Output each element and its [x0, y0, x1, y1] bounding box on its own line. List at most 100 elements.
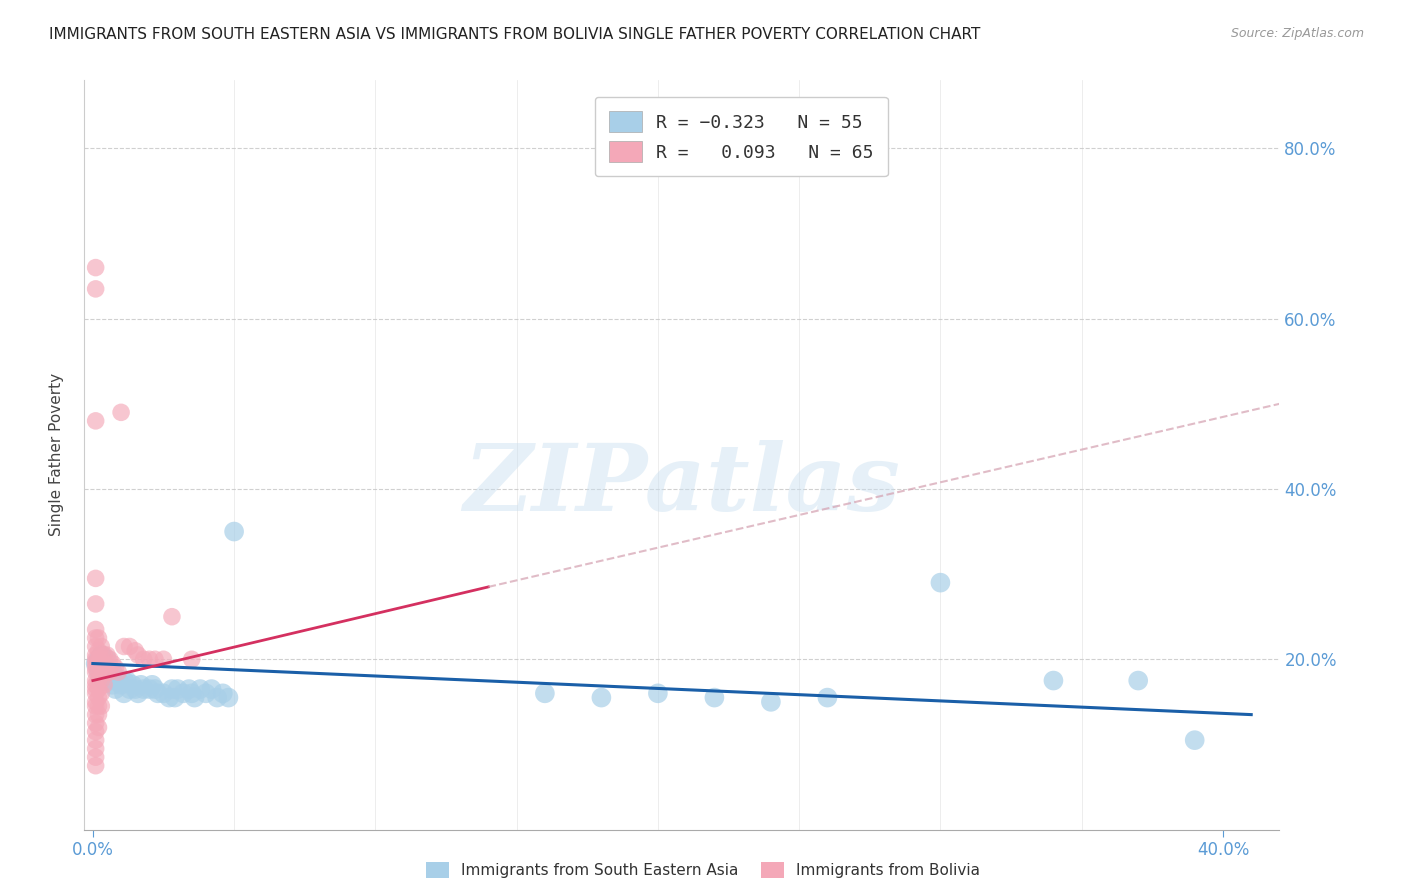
Point: [87, 631, 110, 645]
Point: [112, 686, 135, 700]
Point: [127, 686, 149, 700]
Point: [194, 686, 217, 700]
Point: [132, 681, 155, 696]
Point: [87, 665, 110, 679]
Point: [84, 648, 107, 662]
Point: [121, 678, 143, 692]
Point: [90, 661, 112, 675]
Point: [98, 665, 121, 679]
Point: [87, 673, 110, 688]
Point: [87, 699, 110, 714]
Point: [141, 678, 163, 692]
Point: [87, 652, 110, 666]
Point: [211, 686, 233, 700]
Text: Source: ZipAtlas.com: Source: ZipAtlas.com: [1230, 27, 1364, 40]
Point: [138, 681, 160, 696]
Point: [96, 648, 118, 662]
Point: [127, 648, 149, 662]
Point: [124, 681, 146, 696]
Point: [146, 686, 169, 700]
Point: [703, 690, 725, 705]
Point: [90, 648, 112, 662]
Point: [107, 665, 129, 679]
Point: [534, 686, 557, 700]
Point: [84, 673, 107, 688]
Point: [84, 623, 107, 637]
Point: [104, 669, 127, 683]
Point: [90, 686, 112, 700]
Point: [815, 690, 838, 705]
Point: [84, 640, 107, 654]
Point: [84, 750, 107, 764]
Point: [98, 661, 121, 675]
Point: [96, 665, 118, 679]
Point: [110, 678, 132, 692]
Point: [84, 758, 107, 772]
Point: [1184, 733, 1206, 747]
Point: [84, 678, 107, 692]
Point: [183, 690, 205, 705]
Point: [118, 640, 141, 654]
Point: [143, 652, 166, 666]
Point: [591, 690, 613, 705]
Point: [84, 724, 107, 739]
Point: [172, 686, 194, 700]
Point: [152, 652, 174, 666]
Point: [110, 405, 132, 419]
Point: [112, 640, 135, 654]
Point: [84, 686, 107, 700]
Point: [84, 661, 107, 675]
Point: [90, 652, 112, 666]
Point: [87, 665, 110, 679]
Point: [84, 681, 107, 696]
Point: [84, 282, 107, 296]
Point: [163, 690, 186, 705]
Point: [84, 657, 107, 671]
Point: [90, 699, 112, 714]
Point: [759, 695, 782, 709]
Point: [166, 681, 188, 696]
Point: [138, 652, 160, 666]
Point: [87, 644, 110, 658]
Point: [180, 652, 202, 666]
Point: [93, 648, 115, 662]
Point: [93, 665, 115, 679]
Point: [115, 673, 138, 688]
Text: IMMIGRANTS FROM SOUTH EASTERN ASIA VS IMMIGRANTS FROM BOLIVIA SINGLE FATHER POVE: IMMIGRANTS FROM SOUTH EASTERN ASIA VS IM…: [49, 27, 980, 42]
Point: [84, 597, 107, 611]
Point: [112, 673, 135, 688]
Point: [93, 673, 115, 688]
Point: [143, 681, 166, 696]
Legend: Immigrants from South Eastern Asia, Immigrants from Bolivia: Immigrants from South Eastern Asia, Immi…: [419, 856, 987, 884]
Y-axis label: Single Father Poverty: Single Father Poverty: [49, 374, 63, 536]
Point: [84, 733, 107, 747]
Point: [152, 686, 174, 700]
Point: [104, 661, 127, 675]
Point: [84, 707, 107, 722]
Point: [224, 524, 246, 539]
Point: [104, 681, 127, 696]
Point: [132, 652, 155, 666]
Point: [90, 640, 112, 654]
Point: [1042, 673, 1064, 688]
Point: [177, 681, 200, 696]
Point: [84, 414, 107, 428]
Point: [157, 690, 180, 705]
Text: ZIPatlas: ZIPatlas: [464, 440, 900, 530]
Legend: R = −0.323   N = 55, R =   0.093   N = 65: R = −0.323 N = 55, R = 0.093 N = 65: [595, 97, 889, 177]
Point: [1128, 673, 1150, 688]
Point: [160, 681, 183, 696]
Point: [84, 631, 107, 645]
Point: [87, 690, 110, 705]
Point: [96, 665, 118, 679]
Point: [84, 741, 107, 756]
Point: [200, 681, 222, 696]
Point: [129, 678, 152, 692]
Point: [87, 657, 110, 671]
Point: [101, 678, 124, 692]
Point: [84, 716, 107, 731]
Point: [84, 571, 107, 585]
Point: [90, 661, 112, 675]
Point: [87, 652, 110, 666]
Point: [87, 681, 110, 696]
